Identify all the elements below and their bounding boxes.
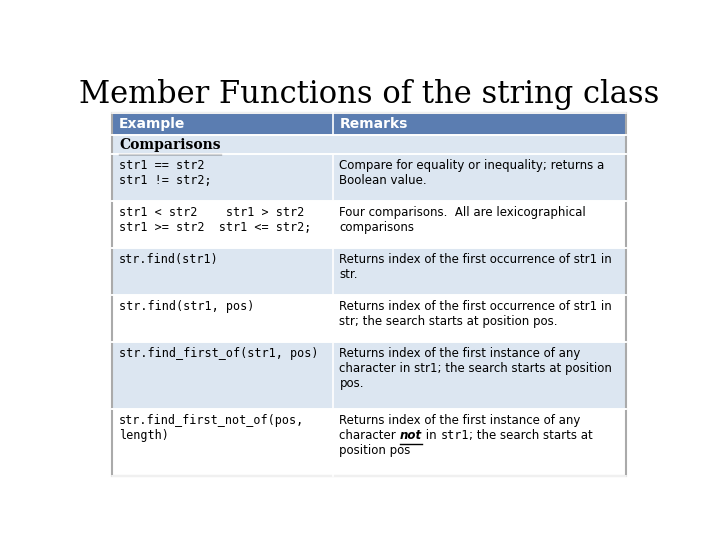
Text: Four comparisons.  All are lexicographical
comparisons: Four comparisons. All are lexicographica… (339, 206, 586, 234)
Text: not: not (400, 429, 422, 442)
Bar (112, 113, 626, 135)
Text: Member Functions of the string class: Member Functions of the string class (78, 79, 660, 110)
Text: ; the search starts at: ; the search starts at (469, 429, 593, 442)
Bar (112, 135, 626, 154)
Text: str1: str1 (441, 429, 469, 442)
Text: str.find_first_of(str1, pos): str.find_first_of(str1, pos) (119, 347, 318, 360)
Text: Example: Example (119, 117, 185, 131)
Text: Comparisons: Comparisons (119, 138, 220, 152)
Text: str.find(str1): str.find(str1) (119, 253, 219, 266)
Text: Returns index of the first occurrence of str1 in
str.: Returns index of the first occurrence of… (339, 253, 612, 281)
Text: str1 < str2    str1 > str2
str1 >= str2  str1 <= str2;: str1 < str2 str1 > str2 str1 >= str2 str… (119, 206, 311, 234)
Bar (112, 201, 626, 248)
Bar (112, 295, 626, 342)
Bar (112, 248, 626, 295)
Text: character: character (339, 429, 400, 442)
Text: position pos: position pos (339, 444, 411, 457)
Bar (112, 409, 626, 476)
Text: str1 == str2
str1 != str2;: str1 == str2 str1 != str2; (119, 159, 212, 187)
Text: Returns index of the first instance of any
character in str1; the search starts : Returns index of the first instance of a… (339, 347, 612, 390)
Text: Returns index of the first instance of any: Returns index of the first instance of a… (339, 414, 581, 427)
Bar (112, 113, 626, 476)
Text: in: in (422, 429, 441, 442)
Text: Compare for equality or inequality; returns a
Boolean value.: Compare for equality or inequality; retu… (339, 159, 605, 187)
Bar (112, 342, 626, 409)
Text: Returns index of the first occurrence of str1 in
str; the search starts at posit: Returns index of the first occurrence of… (339, 300, 612, 328)
Text: str.find(str1, pos): str.find(str1, pos) (119, 300, 254, 313)
Text: Remarks: Remarks (339, 117, 408, 131)
Text: str.find_first_not_of(pos,
length): str.find_first_not_of(pos, length) (119, 414, 305, 442)
Bar (112, 154, 626, 201)
